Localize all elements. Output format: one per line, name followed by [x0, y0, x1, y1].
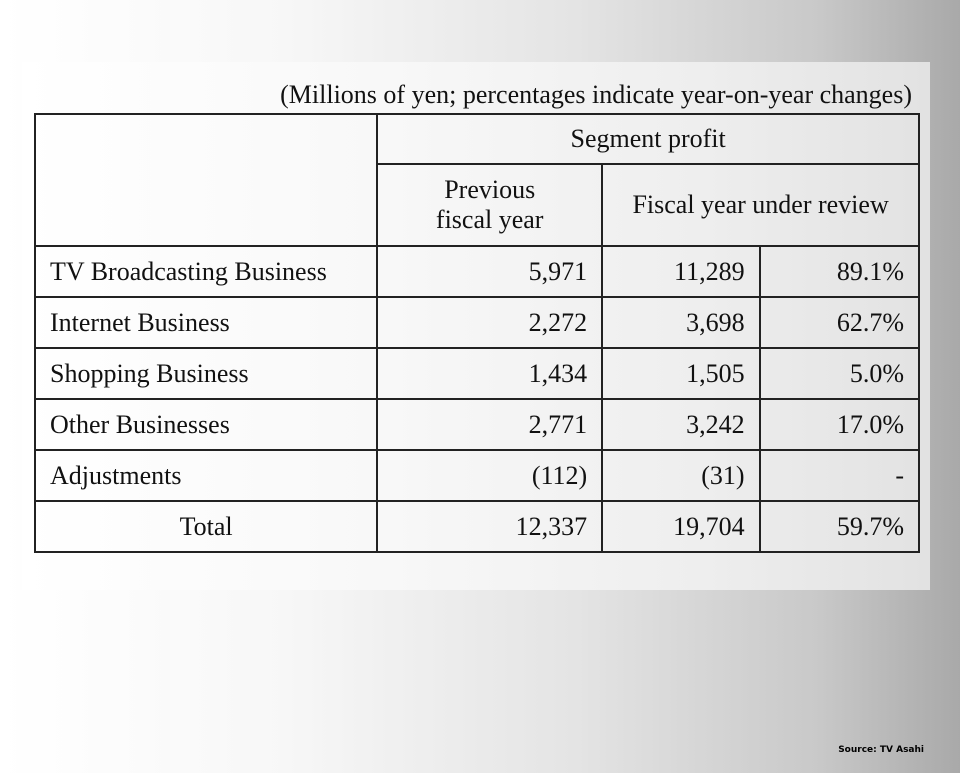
row-change: -	[758, 449, 921, 502]
header-previous-line1: Previous	[444, 175, 536, 204]
total-previous: 12,337	[376, 500, 604, 553]
row-previous: 2,272	[376, 296, 604, 349]
table-row: Other Businesses 2,771 3,242 17.0%	[33, 398, 921, 451]
row-change: 17.0%	[758, 398, 921, 451]
table-row: Shopping Business 1,434 1,505 5.0%	[33, 347, 921, 400]
row-name: Adjustments	[33, 449, 379, 502]
row-name: Other Businesses	[33, 398, 379, 451]
row-change: 5.0%	[758, 347, 921, 400]
row-change: 62.7%	[758, 296, 921, 349]
table-row: Adjustments (112) (31) -	[33, 449, 921, 502]
total-current: 19,704	[601, 500, 761, 553]
row-current: 11,289	[601, 245, 761, 298]
row-current: 3,242	[601, 398, 761, 451]
total-row: Total 12,337 19,704 59.7%	[33, 500, 921, 553]
row-previous: 5,971	[376, 245, 604, 298]
total-label: Total	[33, 500, 379, 553]
row-current: (31)	[601, 449, 761, 502]
total-change: 59.7%	[758, 500, 921, 553]
row-change: 89.1%	[758, 245, 921, 298]
header-previous-line2: fiscal year	[435, 205, 544, 234]
row-previous: 1,434	[376, 347, 604, 400]
row-current: 3,698	[601, 296, 761, 349]
table-row: TV Broadcasting Business 5,971 11,289 89…	[33, 245, 921, 298]
row-name: Internet Business	[33, 296, 379, 349]
header-row-2: Previous fiscal year Fiscal year under r…	[35, 163, 920, 247]
row-name: Shopping Business	[33, 347, 379, 400]
row-previous: 2,771	[376, 398, 604, 451]
header-fiscal-year-under-review: Fiscal year under review	[601, 163, 920, 247]
header-row-1: Segment profit	[33, 113, 920, 247]
table-row: Internet Business 2,272 3,698 62.7%	[33, 296, 921, 349]
header-blank-cell	[33, 113, 379, 247]
row-previous: (112)	[376, 449, 604, 502]
row-name: TV Broadcasting Business	[33, 245, 379, 298]
header-segment-profit: Segment profit	[376, 113, 920, 165]
header-previous-fiscal-year: Previous fiscal year	[376, 163, 604, 247]
row-current: 1,505	[601, 347, 761, 400]
units-note: (Millions of yen; percentages indicate y…	[280, 80, 912, 109]
segment-profit-table: Segment profit Previous fiscal year Fisc…	[33, 113, 921, 553]
source-note: Source: TV Asahi	[838, 745, 924, 755]
